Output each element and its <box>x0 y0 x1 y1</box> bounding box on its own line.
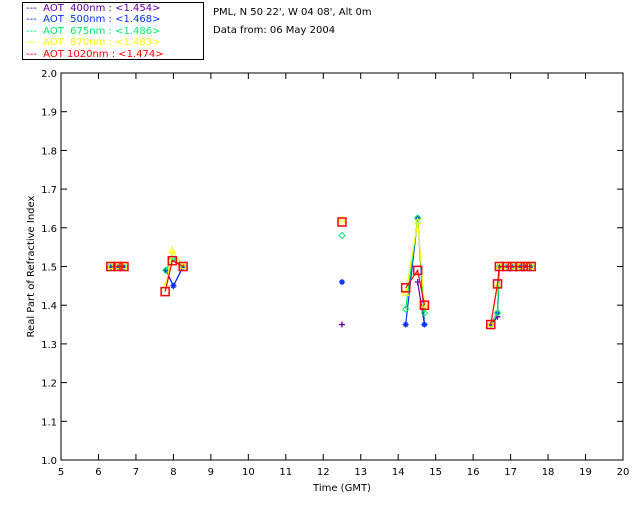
y-tick-label: 2.0 <box>41 69 57 80</box>
data-point <box>420 300 429 308</box>
data-point <box>526 261 536 272</box>
x-tick-label: 18 <box>542 467 555 478</box>
x-tick-label: 6 <box>95 467 101 478</box>
y-tick-label: 1.0 <box>41 456 57 467</box>
data-point <box>412 265 423 276</box>
x-tick-label: 13 <box>354 467 367 478</box>
data-point <box>413 214 422 222</box>
y-tick-label: 1.7 <box>41 185 57 196</box>
data-point <box>107 261 115 269</box>
data-point <box>113 261 123 272</box>
data-point <box>162 266 170 275</box>
x-tick-label: 11 <box>279 467 292 478</box>
legend-item-870: --- AOT 870nm : <1.483> <box>26 37 161 49</box>
y-tick-label: 1.8 <box>41 146 57 157</box>
data-point <box>492 279 503 289</box>
series-line <box>405 221 426 306</box>
data-point <box>502 261 512 272</box>
x-tick-label: 15 <box>429 467 442 478</box>
y-tick-label: 1.6 <box>41 224 57 235</box>
x-tick-label: 7 <box>133 467 139 478</box>
y-tick-label: 1.4 <box>41 301 57 312</box>
data-point <box>160 286 170 297</box>
x-tick-label: 17 <box>504 467 517 478</box>
data-point <box>167 255 178 266</box>
data-point <box>339 278 345 285</box>
x-tick-label: 14 <box>392 467 405 478</box>
data-point <box>402 321 409 328</box>
x-tick-label: 10 <box>242 467 255 478</box>
data-point <box>178 261 188 272</box>
data-point <box>421 321 428 328</box>
data-point <box>168 245 177 254</box>
x-tick-label: 5 <box>58 467 64 478</box>
data-point <box>486 319 495 328</box>
x-tick-label: 20 <box>617 467 630 478</box>
y-tick-label: 1.3 <box>41 340 57 351</box>
data-point <box>528 263 535 270</box>
data-point <box>520 261 531 272</box>
x-tick-label: 9 <box>208 467 214 478</box>
y-tick-label: 1.5 <box>41 263 57 274</box>
data-point <box>401 288 410 297</box>
legend-item-675: --- AOT 675nm : <1.486> <box>26 25 161 37</box>
data-point <box>400 283 411 293</box>
site-info: PML, N 50 22', W 04 08', Alt 0m <box>213 7 372 18</box>
y-tick-label: 1.9 <box>41 108 57 119</box>
legend: --- AOT 400nm : <1.454> --- AOT 500nm : … <box>22 2 204 60</box>
legend-item-400: --- AOT 400nm : <1.454> <box>26 3 161 14</box>
data-point <box>419 300 430 310</box>
data-point <box>337 217 347 227</box>
data-point <box>420 309 429 317</box>
x-tick-label: 12 <box>317 467 330 478</box>
data-point <box>338 214 346 223</box>
data-point <box>339 321 345 328</box>
legend-item-500: --- AOT 500nm : <1.468> <box>26 14 161 26</box>
data-point <box>413 216 422 225</box>
legend-item-1020: --- AOT 1020nm : <1.474> <box>26 48 164 60</box>
x-tick-label: 8 <box>170 467 176 478</box>
data-point <box>493 309 502 317</box>
y-tick-label: 1.1 <box>41 417 57 428</box>
data-point <box>515 261 525 272</box>
y-tick-label: 1.2 <box>41 379 57 390</box>
x-tick-label: 16 <box>467 467 480 478</box>
x-axis-label: Time (GMT) <box>312 483 371 494</box>
data-point <box>338 231 346 240</box>
series-line <box>165 249 184 286</box>
data-point <box>485 319 496 330</box>
data-point <box>401 305 410 313</box>
date-info: Data from: 06 May 2004 <box>213 25 336 36</box>
data-point <box>106 261 116 272</box>
series-line <box>405 268 426 306</box>
x-tick-label: 19 <box>579 467 592 478</box>
data-point <box>170 282 177 289</box>
data-point <box>119 261 129 272</box>
y-axis-label: Real Part of Refractive Index <box>26 195 37 337</box>
plot-frame <box>60 72 624 461</box>
